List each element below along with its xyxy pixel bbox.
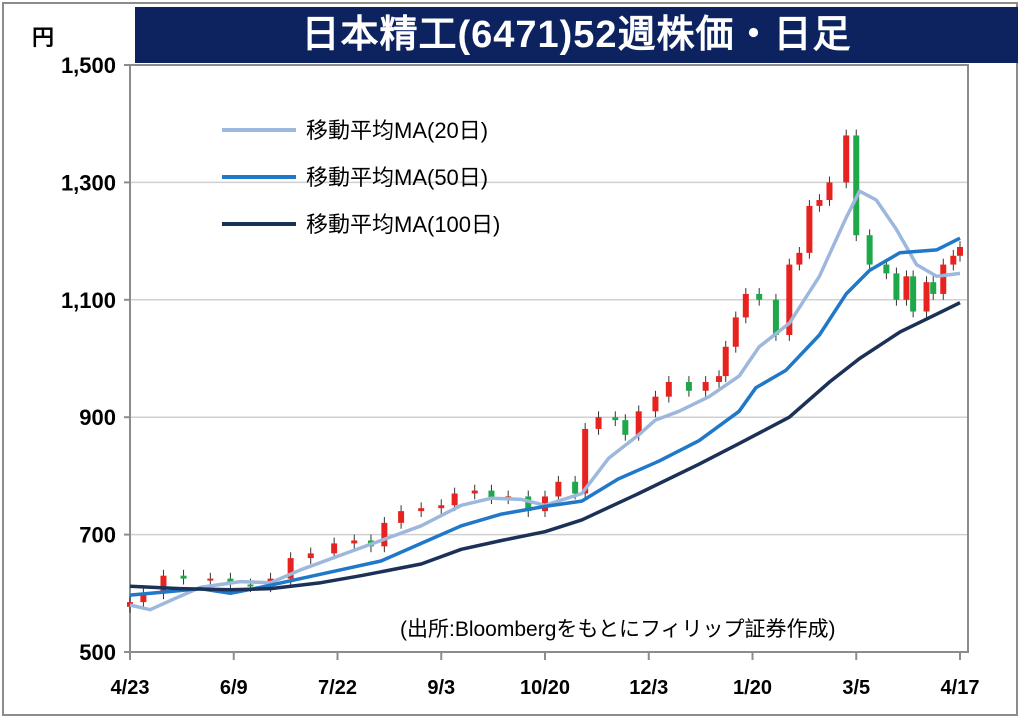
candle-body xyxy=(796,252,803,265)
candle-body xyxy=(381,522,388,547)
series-line-ma100 xyxy=(129,301,961,592)
candle-body xyxy=(595,417,602,429)
x-tick-label: 4/17 xyxy=(941,677,980,699)
candle-body xyxy=(140,593,147,603)
candle-body xyxy=(398,511,405,523)
candle-body xyxy=(351,540,358,544)
x-tick-label: 6/9 xyxy=(220,677,248,699)
series-line-ma20 xyxy=(129,189,961,612)
candle-body xyxy=(843,135,850,183)
candle-body xyxy=(716,376,723,382)
candle-body xyxy=(732,317,739,347)
candle-body xyxy=(652,396,659,412)
candle-body xyxy=(612,417,619,421)
chart-title: 日本精工(6471)52週株価・日足 xyxy=(135,7,1018,63)
candle-body xyxy=(160,575,167,594)
candle-body xyxy=(247,584,254,587)
source-annotation: (出所:Bloombergをもとにフィリップ証券作成) xyxy=(400,618,836,641)
candle-body xyxy=(910,276,917,312)
candle-body xyxy=(555,481,562,497)
candle-body xyxy=(665,381,672,397)
candle-body xyxy=(702,381,709,391)
candle-body xyxy=(418,508,425,512)
candle-body xyxy=(756,293,763,300)
x-tick-label: 1/20 xyxy=(733,677,772,699)
y-tick-label: 1,500 xyxy=(61,53,116,78)
candle-body xyxy=(180,575,187,579)
candle-body xyxy=(853,135,860,236)
candle-body xyxy=(826,182,833,201)
y-tick-label: 900 xyxy=(79,405,116,430)
plot-area xyxy=(129,64,969,653)
candle-body xyxy=(893,273,900,300)
x-tick-label: 3/5 xyxy=(842,677,870,699)
legend-label-ma20: 移動平均MA(20日) xyxy=(306,118,488,143)
candle-body xyxy=(742,293,749,318)
candle-body xyxy=(903,276,910,300)
candle-body xyxy=(451,493,458,506)
y-tick-label: 500 xyxy=(79,640,116,665)
candle-body xyxy=(786,264,793,336)
candle-body xyxy=(940,264,947,294)
candle-body xyxy=(525,496,532,512)
candle-body xyxy=(572,481,579,494)
candle-body xyxy=(883,264,890,274)
x-tick-label: 12/3 xyxy=(629,677,668,699)
candle-body xyxy=(957,246,963,256)
candle-body xyxy=(816,200,823,206)
legend-label-ma100: 移動平均MA(100日) xyxy=(306,212,500,237)
candle-body xyxy=(127,602,133,607)
candle-body xyxy=(722,346,729,377)
candle-body xyxy=(806,205,813,253)
x-tick-label: 7/22 xyxy=(318,677,357,699)
x-tick-label: 4/23 xyxy=(111,677,150,699)
candle-body xyxy=(582,428,589,494)
candle-body xyxy=(622,420,629,435)
candle-body xyxy=(930,282,937,294)
y-tick-label: 1,300 xyxy=(61,170,116,195)
legend-label-ma50: 移動平均MA(50日) xyxy=(306,165,488,190)
candle-body xyxy=(866,235,873,265)
y-tick-label: 700 xyxy=(79,523,116,548)
candle-body xyxy=(488,490,495,499)
candle-body xyxy=(772,299,779,336)
candle-body xyxy=(923,282,930,312)
candle-body xyxy=(438,505,445,509)
candle-body xyxy=(307,553,314,559)
y-axis-unit: 円 xyxy=(32,25,54,50)
candle-body xyxy=(471,490,478,494)
candle-body xyxy=(635,411,642,435)
candle-body xyxy=(207,578,214,581)
candle-body xyxy=(331,543,338,554)
x-tick-label: 10/20 xyxy=(520,677,570,699)
candle-body xyxy=(685,381,692,391)
candle-body xyxy=(287,558,294,579)
y-tick-label: 1,100 xyxy=(61,288,116,313)
candle-body xyxy=(950,255,957,265)
x-tick-label: 9/3 xyxy=(427,677,455,699)
